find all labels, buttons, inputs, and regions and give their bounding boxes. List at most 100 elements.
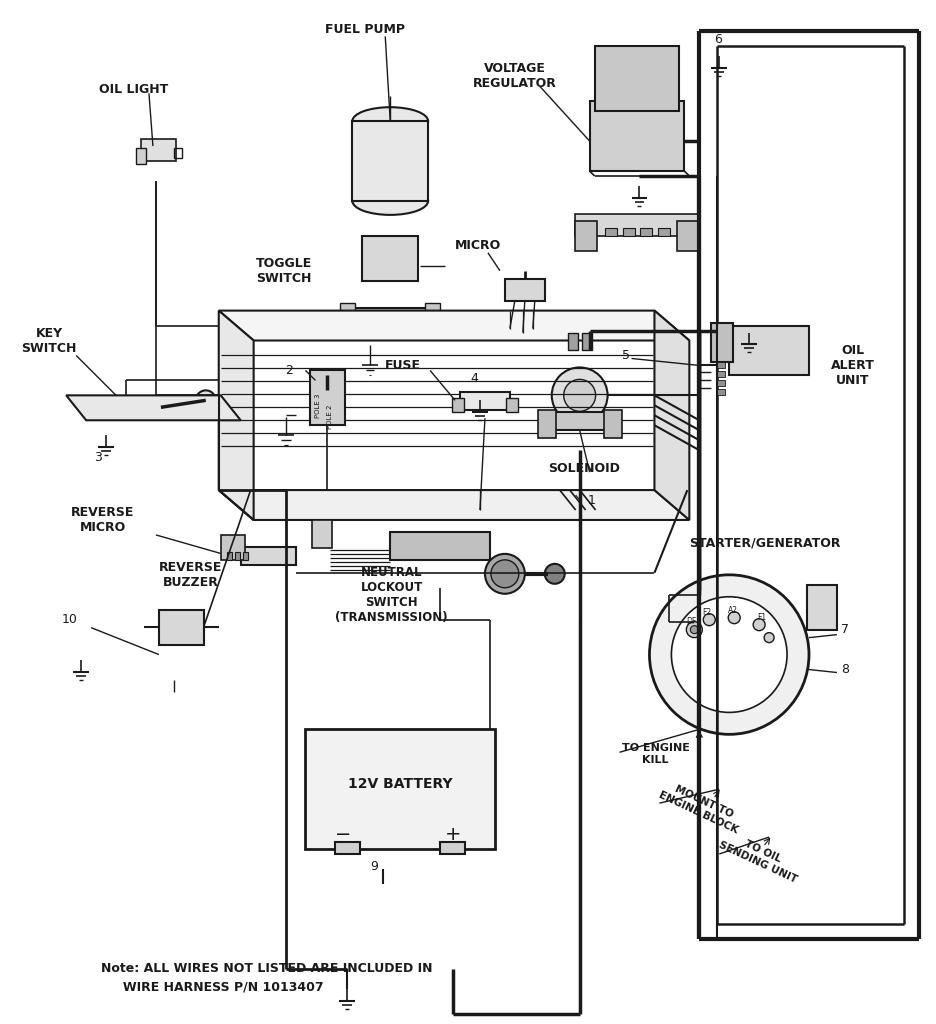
Text: OIL
ALERT
UNIT: OIL ALERT UNIT: [831, 344, 875, 387]
Polygon shape: [219, 490, 689, 520]
Bar: [575, 221, 596, 251]
Text: 4: 4: [470, 372, 478, 385]
Bar: [221, 535, 244, 560]
Bar: [604, 411, 622, 438]
Text: 6: 6: [714, 33, 723, 46]
Bar: [174, 148, 182, 158]
Bar: [159, 609, 204, 644]
Bar: [242, 552, 248, 560]
Bar: [807, 585, 837, 630]
Bar: [235, 552, 240, 560]
Text: STARTER/GENERATOR: STARTER/GENERATOR: [689, 537, 841, 550]
Bar: [717, 380, 725, 386]
Bar: [341, 303, 356, 331]
Text: TOGGLE
SWITCH: TOGGLE SWITCH: [256, 257, 312, 285]
Bar: [575, 214, 699, 236]
Circle shape: [551, 368, 607, 423]
Bar: [729, 326, 809, 376]
Bar: [345, 307, 435, 326]
Text: F2: F2: [703, 608, 712, 617]
Circle shape: [563, 380, 595, 412]
Bar: [545, 413, 615, 430]
Circle shape: [764, 633, 774, 643]
Text: 2: 2: [285, 364, 293, 377]
Text: TO OIL
SENDING UNIT: TO OIL SENDING UNIT: [717, 829, 803, 885]
Bar: [362, 236, 418, 281]
Text: OIL LIGHT: OIL LIGHT: [99, 83, 168, 96]
Ellipse shape: [352, 187, 428, 215]
Circle shape: [728, 611, 740, 624]
Text: WIRE HARNESS P/N 1013407: WIRE HARNESS P/N 1013407: [101, 980, 324, 993]
Text: KEY
SWITCH: KEY SWITCH: [22, 327, 77, 354]
Bar: [678, 221, 699, 251]
Bar: [581, 333, 592, 350]
Text: REVERSE
MICRO: REVERSE MICRO: [71, 506, 135, 534]
Ellipse shape: [123, 397, 179, 418]
Bar: [505, 398, 518, 413]
Bar: [227, 552, 232, 560]
Bar: [440, 842, 465, 854]
Text: FUEL PUMP: FUEL PUMP: [326, 23, 405, 36]
Text: NEUTRAL
LOCKOUT
SWITCH
(TRANSMISSION): NEUTRAL LOCKOUT SWITCH (TRANSMISSION): [335, 565, 448, 624]
Polygon shape: [219, 310, 689, 341]
Text: POLE 3: POLE 3: [315, 393, 321, 418]
Text: POLE 2: POLE 2: [328, 406, 333, 429]
Text: 1: 1: [588, 494, 595, 507]
Text: 12V BATTERY: 12V BATTERY: [348, 777, 452, 792]
Bar: [717, 389, 725, 395]
Text: −: −: [335, 824, 352, 844]
Bar: [452, 398, 464, 413]
Circle shape: [753, 618, 765, 631]
Bar: [717, 372, 725, 378]
Circle shape: [196, 390, 216, 411]
Text: MOUNT TO
ENGINE BLOCK: MOUNT TO ENGINE BLOCK: [657, 779, 745, 836]
Polygon shape: [219, 310, 254, 520]
Bar: [640, 228, 652, 236]
Bar: [141, 139, 176, 161]
Text: +: +: [445, 824, 461, 844]
Circle shape: [691, 626, 698, 634]
Bar: [136, 148, 146, 164]
Bar: [605, 228, 617, 236]
Bar: [313, 520, 332, 548]
Bar: [658, 228, 670, 236]
Bar: [711, 323, 733, 362]
Circle shape: [686, 622, 702, 638]
Text: 3: 3: [95, 451, 102, 464]
Bar: [352, 121, 428, 201]
Circle shape: [90, 401, 102, 414]
Text: 8: 8: [841, 663, 849, 676]
Bar: [311, 371, 345, 425]
Bar: [622, 228, 635, 236]
Text: VOLTAGE
REGULATOR: VOLTAGE REGULATOR: [473, 62, 557, 90]
Text: 7: 7: [841, 624, 849, 636]
Circle shape: [485, 554, 525, 594]
Bar: [590, 101, 684, 171]
Text: FUSE: FUSE: [386, 359, 421, 372]
Circle shape: [650, 574, 809, 734]
Text: 9: 9: [371, 860, 378, 873]
Circle shape: [703, 613, 715, 626]
Bar: [505, 279, 545, 301]
Bar: [568, 333, 578, 350]
Text: F1: F1: [757, 613, 767, 623]
Bar: [717, 362, 725, 369]
Text: A2: A2: [728, 606, 739, 615]
Bar: [241, 547, 296, 565]
Text: TO ENGINE
KILL: TO ENGINE KILL: [622, 743, 690, 765]
Circle shape: [126, 402, 136, 413]
Bar: [594, 46, 680, 112]
Polygon shape: [654, 310, 689, 520]
Polygon shape: [66, 395, 241, 420]
Circle shape: [545, 564, 564, 584]
Text: SOLENOID: SOLENOID: [548, 462, 620, 475]
Text: REVERSE
BUZZER: REVERSE BUZZER: [159, 561, 222, 589]
Bar: [425, 303, 440, 331]
Text: 5: 5: [622, 349, 630, 361]
Text: 10: 10: [61, 613, 77, 627]
Bar: [390, 531, 490, 560]
Ellipse shape: [352, 108, 428, 135]
Text: MICRO: MICRO: [455, 240, 502, 252]
Bar: [335, 842, 360, 854]
Bar: [305, 729, 495, 849]
